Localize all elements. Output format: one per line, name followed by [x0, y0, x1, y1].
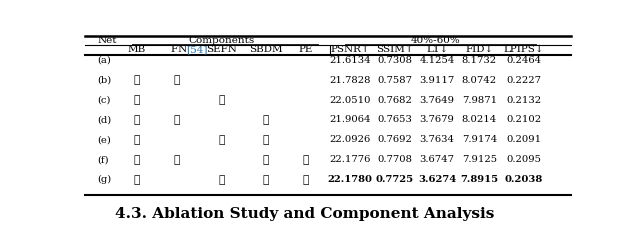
Text: 0.7682: 0.7682 — [378, 96, 412, 104]
Text: 22.0926: 22.0926 — [330, 135, 371, 144]
Text: 0.7308: 0.7308 — [378, 56, 412, 64]
Text: 4.1254: 4.1254 — [419, 56, 455, 64]
Text: SBDM: SBDM — [249, 45, 283, 54]
Text: PSNR↑: PSNR↑ — [330, 45, 370, 54]
Text: 3.6747: 3.6747 — [420, 155, 454, 165]
Text: ✓: ✓ — [134, 95, 140, 105]
Text: 3.9117: 3.9117 — [419, 76, 455, 84]
Text: Net: Net — [97, 36, 117, 45]
Text: (a): (a) — [97, 56, 111, 64]
Text: ✓: ✓ — [134, 175, 140, 185]
Text: 0.2132: 0.2132 — [506, 96, 541, 104]
Text: ✓: ✓ — [218, 135, 225, 145]
Text: 7.9871: 7.9871 — [461, 96, 497, 104]
Text: 7.9125: 7.9125 — [461, 155, 497, 165]
Text: 0.2038: 0.2038 — [505, 175, 543, 185]
Text: 3.7649: 3.7649 — [420, 96, 454, 104]
Text: ✓: ✓ — [173, 75, 180, 85]
Text: ✓: ✓ — [263, 155, 269, 165]
Text: 21.9064: 21.9064 — [330, 116, 371, 124]
Text: (b): (b) — [97, 76, 111, 84]
Text: ✓: ✓ — [218, 95, 225, 105]
Text: 0.2227: 0.2227 — [506, 76, 541, 84]
Text: (c): (c) — [97, 96, 111, 104]
Text: 0.2091: 0.2091 — [506, 135, 541, 144]
Text: 0.7692: 0.7692 — [378, 135, 412, 144]
Text: ✓: ✓ — [263, 175, 269, 185]
Text: 0.7708: 0.7708 — [378, 155, 412, 165]
Text: SEFN: SEFN — [206, 45, 237, 54]
Text: [54]: [54] — [186, 45, 207, 54]
Text: 8.0742: 8.0742 — [461, 76, 497, 84]
Text: 7.9174: 7.9174 — [461, 135, 497, 144]
Text: 21.7828: 21.7828 — [330, 76, 371, 84]
Text: PE: PE — [298, 45, 313, 54]
Text: MB: MB — [128, 45, 146, 54]
Text: ✓: ✓ — [134, 155, 140, 165]
Text: 0.7725: 0.7725 — [376, 175, 414, 185]
Text: ✓: ✓ — [303, 175, 309, 185]
Text: (d): (d) — [97, 116, 111, 124]
Text: 21.6134: 21.6134 — [330, 56, 371, 64]
Text: (g): (g) — [97, 175, 111, 185]
Text: 0.2464: 0.2464 — [506, 56, 541, 64]
Text: ✓: ✓ — [134, 135, 140, 145]
Text: ✓: ✓ — [263, 135, 269, 145]
Text: ✓: ✓ — [173, 155, 180, 165]
Text: 22.1780: 22.1780 — [328, 175, 373, 185]
Text: 3.6274: 3.6274 — [418, 175, 456, 185]
Text: (e): (e) — [97, 135, 111, 144]
Text: 0.2095: 0.2095 — [506, 155, 541, 165]
Text: ✓: ✓ — [134, 75, 140, 85]
Text: ✓: ✓ — [218, 175, 225, 185]
Text: ✓: ✓ — [263, 115, 269, 125]
Text: Components: Components — [188, 36, 255, 45]
Text: 3.7679: 3.7679 — [420, 116, 454, 124]
Text: FID↓: FID↓ — [465, 45, 493, 54]
Text: ✓: ✓ — [134, 115, 140, 125]
Text: L1↓: L1↓ — [426, 45, 448, 54]
Text: 0.7587: 0.7587 — [378, 76, 412, 84]
Text: 22.1776: 22.1776 — [330, 155, 371, 165]
Text: (f): (f) — [97, 155, 109, 165]
Text: 22.0510: 22.0510 — [330, 96, 371, 104]
Text: 4.3. Ablation Study and Component Analysis: 4.3. Ablation Study and Component Analys… — [115, 207, 494, 221]
Text: 8.1732: 8.1732 — [461, 56, 497, 64]
Text: 8.0214: 8.0214 — [461, 116, 497, 124]
Text: 7.8915: 7.8915 — [460, 175, 499, 185]
Text: FN: FN — [171, 45, 190, 54]
Text: 40%-60%: 40%-60% — [411, 36, 461, 45]
Text: LPIPS↓: LPIPS↓ — [504, 45, 544, 54]
Text: ✓: ✓ — [303, 155, 309, 165]
Text: ✓: ✓ — [173, 115, 180, 125]
Text: 3.7634: 3.7634 — [420, 135, 454, 144]
Text: 0.2102: 0.2102 — [506, 116, 541, 124]
Text: 0.7653: 0.7653 — [378, 116, 412, 124]
Text: SSIM↑: SSIM↑ — [376, 45, 414, 54]
